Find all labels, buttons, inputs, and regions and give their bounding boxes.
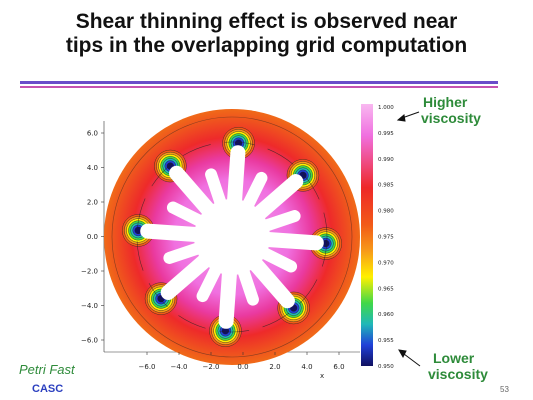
title-divider-magenta — [20, 86, 498, 88]
colorbar-tick-label: 0.980 — [378, 209, 394, 215]
obstacle-finger — [226, 145, 246, 218]
colorbar-tick-label: 0.990 — [378, 157, 394, 163]
y-tick-label: −6.0 — [81, 337, 98, 345]
lower-label: Lower — [433, 350, 475, 366]
y-tick-labels: 6.0 4.0 2.0 0.0 −2.0 −4.0 −6.0 — [81, 130, 104, 345]
annotation-arrows — [396, 111, 421, 367]
higher-label: Higher — [423, 94, 468, 110]
page-number: 53 — [500, 385, 509, 394]
y-tick-label: −2.0 — [81, 268, 98, 276]
obstacle-finger — [205, 168, 230, 219]
y-tick-label: 6.0 — [87, 130, 98, 138]
title-divider-purple — [20, 81, 498, 84]
obstacle-finger — [251, 231, 324, 251]
x-tick-label: −2.0 — [203, 363, 220, 371]
x-tick-label: 2.0 — [269, 363, 280, 371]
lower-label-2: viscosity — [428, 366, 488, 382]
obstacle-finger — [140, 223, 213, 243]
colorbar-tick-label: 0.985 — [378, 183, 394, 189]
obstacle-finger — [250, 210, 301, 235]
colorbar-tick-label: 0.965 — [378, 286, 394, 292]
obstacle-finger — [166, 201, 215, 232]
x-tick-label: −6.0 — [139, 363, 156, 371]
colorbar-tick-label: 0.950 — [378, 364, 394, 370]
lower-viscosity-annotation: Lower viscosity — [428, 350, 488, 382]
higher-viscosity-annotation: Higher viscosity — [421, 94, 481, 126]
y-tick-label: 0.0 — [87, 233, 98, 241]
colorbar-tick-label: 0.970 — [378, 260, 394, 266]
obstacle-finger — [234, 255, 259, 306]
higher-label-2: viscosity — [421, 110, 481, 126]
author-name: Petri Fast — [19, 362, 75, 377]
y-tick-label: −4.0 — [81, 302, 98, 310]
obstacle-finger — [245, 174, 304, 227]
contour-lines — [111, 116, 353, 358]
y-tick-label: 4.0 — [87, 164, 98, 172]
title-line-1: Shear thinning effect is observed near — [75, 10, 458, 33]
x-tick-label: 6.0 — [333, 363, 344, 371]
colorbar-tick-label: 1.000 — [378, 105, 394, 111]
slide-title: Shear thinning effect is observed near t… — [0, 10, 533, 58]
obstacle-finger — [160, 247, 219, 300]
colorbar-tick-label: 0.960 — [378, 312, 394, 318]
obstacle-finger — [249, 242, 298, 273]
obstacle-finger — [218, 256, 238, 329]
obstacle-finger — [169, 165, 222, 224]
obstacle-finger — [242, 250, 295, 309]
y-tick-label: 2.0 — [87, 199, 98, 207]
x-tick-labels: −6.0 −4.0 −2.0 0.0 2.0 4.0 6.0 — [139, 352, 345, 371]
title-line-2: tips in the overlapping grid computation — [65, 34, 468, 57]
central-obstacle — [140, 145, 324, 329]
x-tick-label: −4.0 — [171, 363, 188, 371]
obstacle-finger — [237, 171, 268, 220]
colorbar — [361, 104, 373, 366]
colorbar-tick-label: 0.975 — [378, 235, 394, 241]
colorbar-tick-label: 0.995 — [378, 131, 394, 137]
x-axis-label: x — [320, 372, 324, 380]
obstacle-finger — [196, 254, 227, 303]
colorbar-tick-label: 0.955 — [378, 338, 394, 344]
organization-logo-text: CASC — [32, 383, 64, 395]
x-tick-label: 4.0 — [301, 363, 312, 371]
x-tick-label: 0.0 — [237, 363, 248, 371]
colorbar-ticks: 1.000 0.995 0.990 0.985 0.980 0.975 0.970 0.965… — [378, 105, 394, 370]
obstacle-finger — [163, 239, 214, 264]
